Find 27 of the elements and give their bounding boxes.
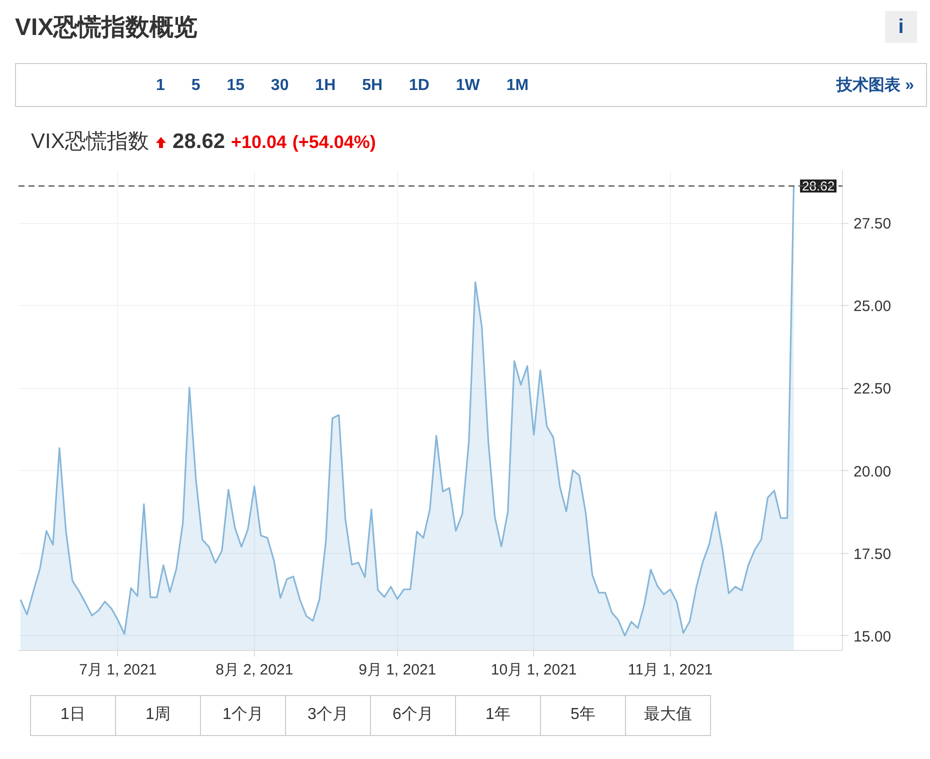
text: 28.62 <box>172 130 226 154</box>
y-tick-label: 15.00 <box>854 628 892 646</box>
text: 1个月 <box>200 695 286 736</box>
text: 1年 <box>455 695 541 736</box>
text: 1日 <box>30 695 116 736</box>
x-tick-label: 11月 1, 2021 <box>628 662 713 678</box>
y-tick-label: 20.00 <box>854 463 892 480</box>
text: (+54.04%) <box>292 132 376 152</box>
text: 1 5 15 30 1H 5H 1D 1W 1M <box>156 76 529 96</box>
text: 1周 <box>115 695 201 736</box>
x-tick-label: 9月 1, 2021 <box>358 662 436 678</box>
text: 最大值 <box>625 695 711 736</box>
text: 5年 <box>540 695 626 736</box>
text: i <box>885 11 917 43</box>
text: 3个月 <box>285 695 371 736</box>
y-tick-label: 22.50 <box>854 380 892 398</box>
x-tick-label: 8月 2, 2021 <box>216 662 294 678</box>
text: +10.04 <box>230 132 286 152</box>
text: 技术图表 » <box>836 76 914 96</box>
chart-title: VIX恐慌指数概览 <box>15 14 198 41</box>
y-tick-label: 27.50 <box>854 216 892 233</box>
text: 6个月 <box>370 695 456 736</box>
y-tick-label: 25.00 <box>854 298 892 316</box>
x-tick-label: 7月 1, 2021 <box>79 662 157 678</box>
y-tick-label: 17.50 <box>854 546 892 563</box>
x-tick-label: 10月 1, 2021 <box>490 662 577 678</box>
chart-subtitle: VIX恐慌指数 <box>31 130 149 154</box>
